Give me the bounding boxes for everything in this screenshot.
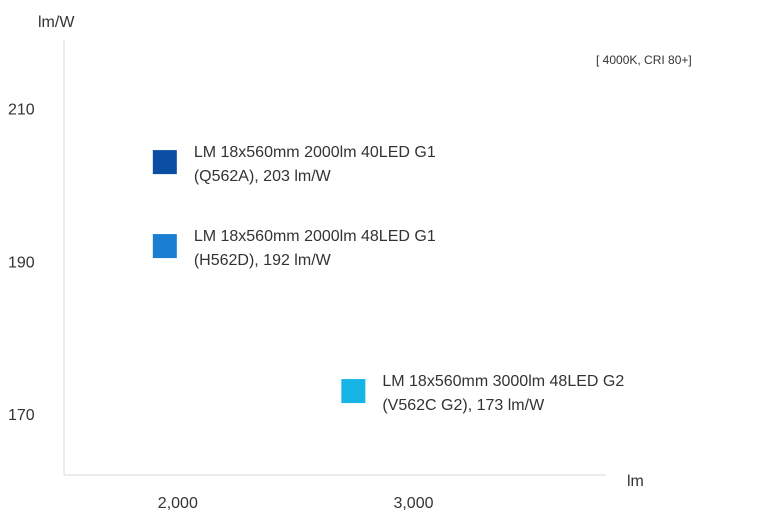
- data-point-label: LM 18x560mm 2000lm 48LED G1: [194, 228, 436, 245]
- data-point-marker: [341, 379, 366, 404]
- y-axis-ticks: 170 190 210: [8, 102, 35, 424]
- data-point-label: LM 18x560mm 3000lm 48LED G2: [382, 373, 624, 390]
- y-axis-title: lm/W: [38, 14, 75, 31]
- data-point-label: (V562C G2), 173 lm/W: [382, 397, 545, 414]
- data-point-label: LM 18x560mm 2000lm 40LED G1: [194, 144, 436, 161]
- chart-note: [ 4000K, CRI 80+]: [596, 53, 692, 67]
- x-tick-label: 2,000: [158, 495, 198, 512]
- data-point-marker: [152, 234, 177, 259]
- data-point-label: (H562D), 192 lm/W: [194, 252, 332, 269]
- x-tick-label: 3,000: [393, 495, 433, 512]
- data-point-label: (Q562A), 203 lm/W: [194, 168, 332, 185]
- y-tick-label: 210: [8, 102, 35, 119]
- data-point-marker: [152, 150, 177, 175]
- y-tick-label: 170: [8, 407, 35, 424]
- y-tick-label: 190: [8, 254, 35, 271]
- x-axis-title: lm: [627, 473, 644, 490]
- data-points: LM 18x560mm 2000lm 40LED G1 (Q562A), 203 …: [152, 144, 624, 414]
- x-axis-ticks: 2,000 3,000: [158, 495, 434, 512]
